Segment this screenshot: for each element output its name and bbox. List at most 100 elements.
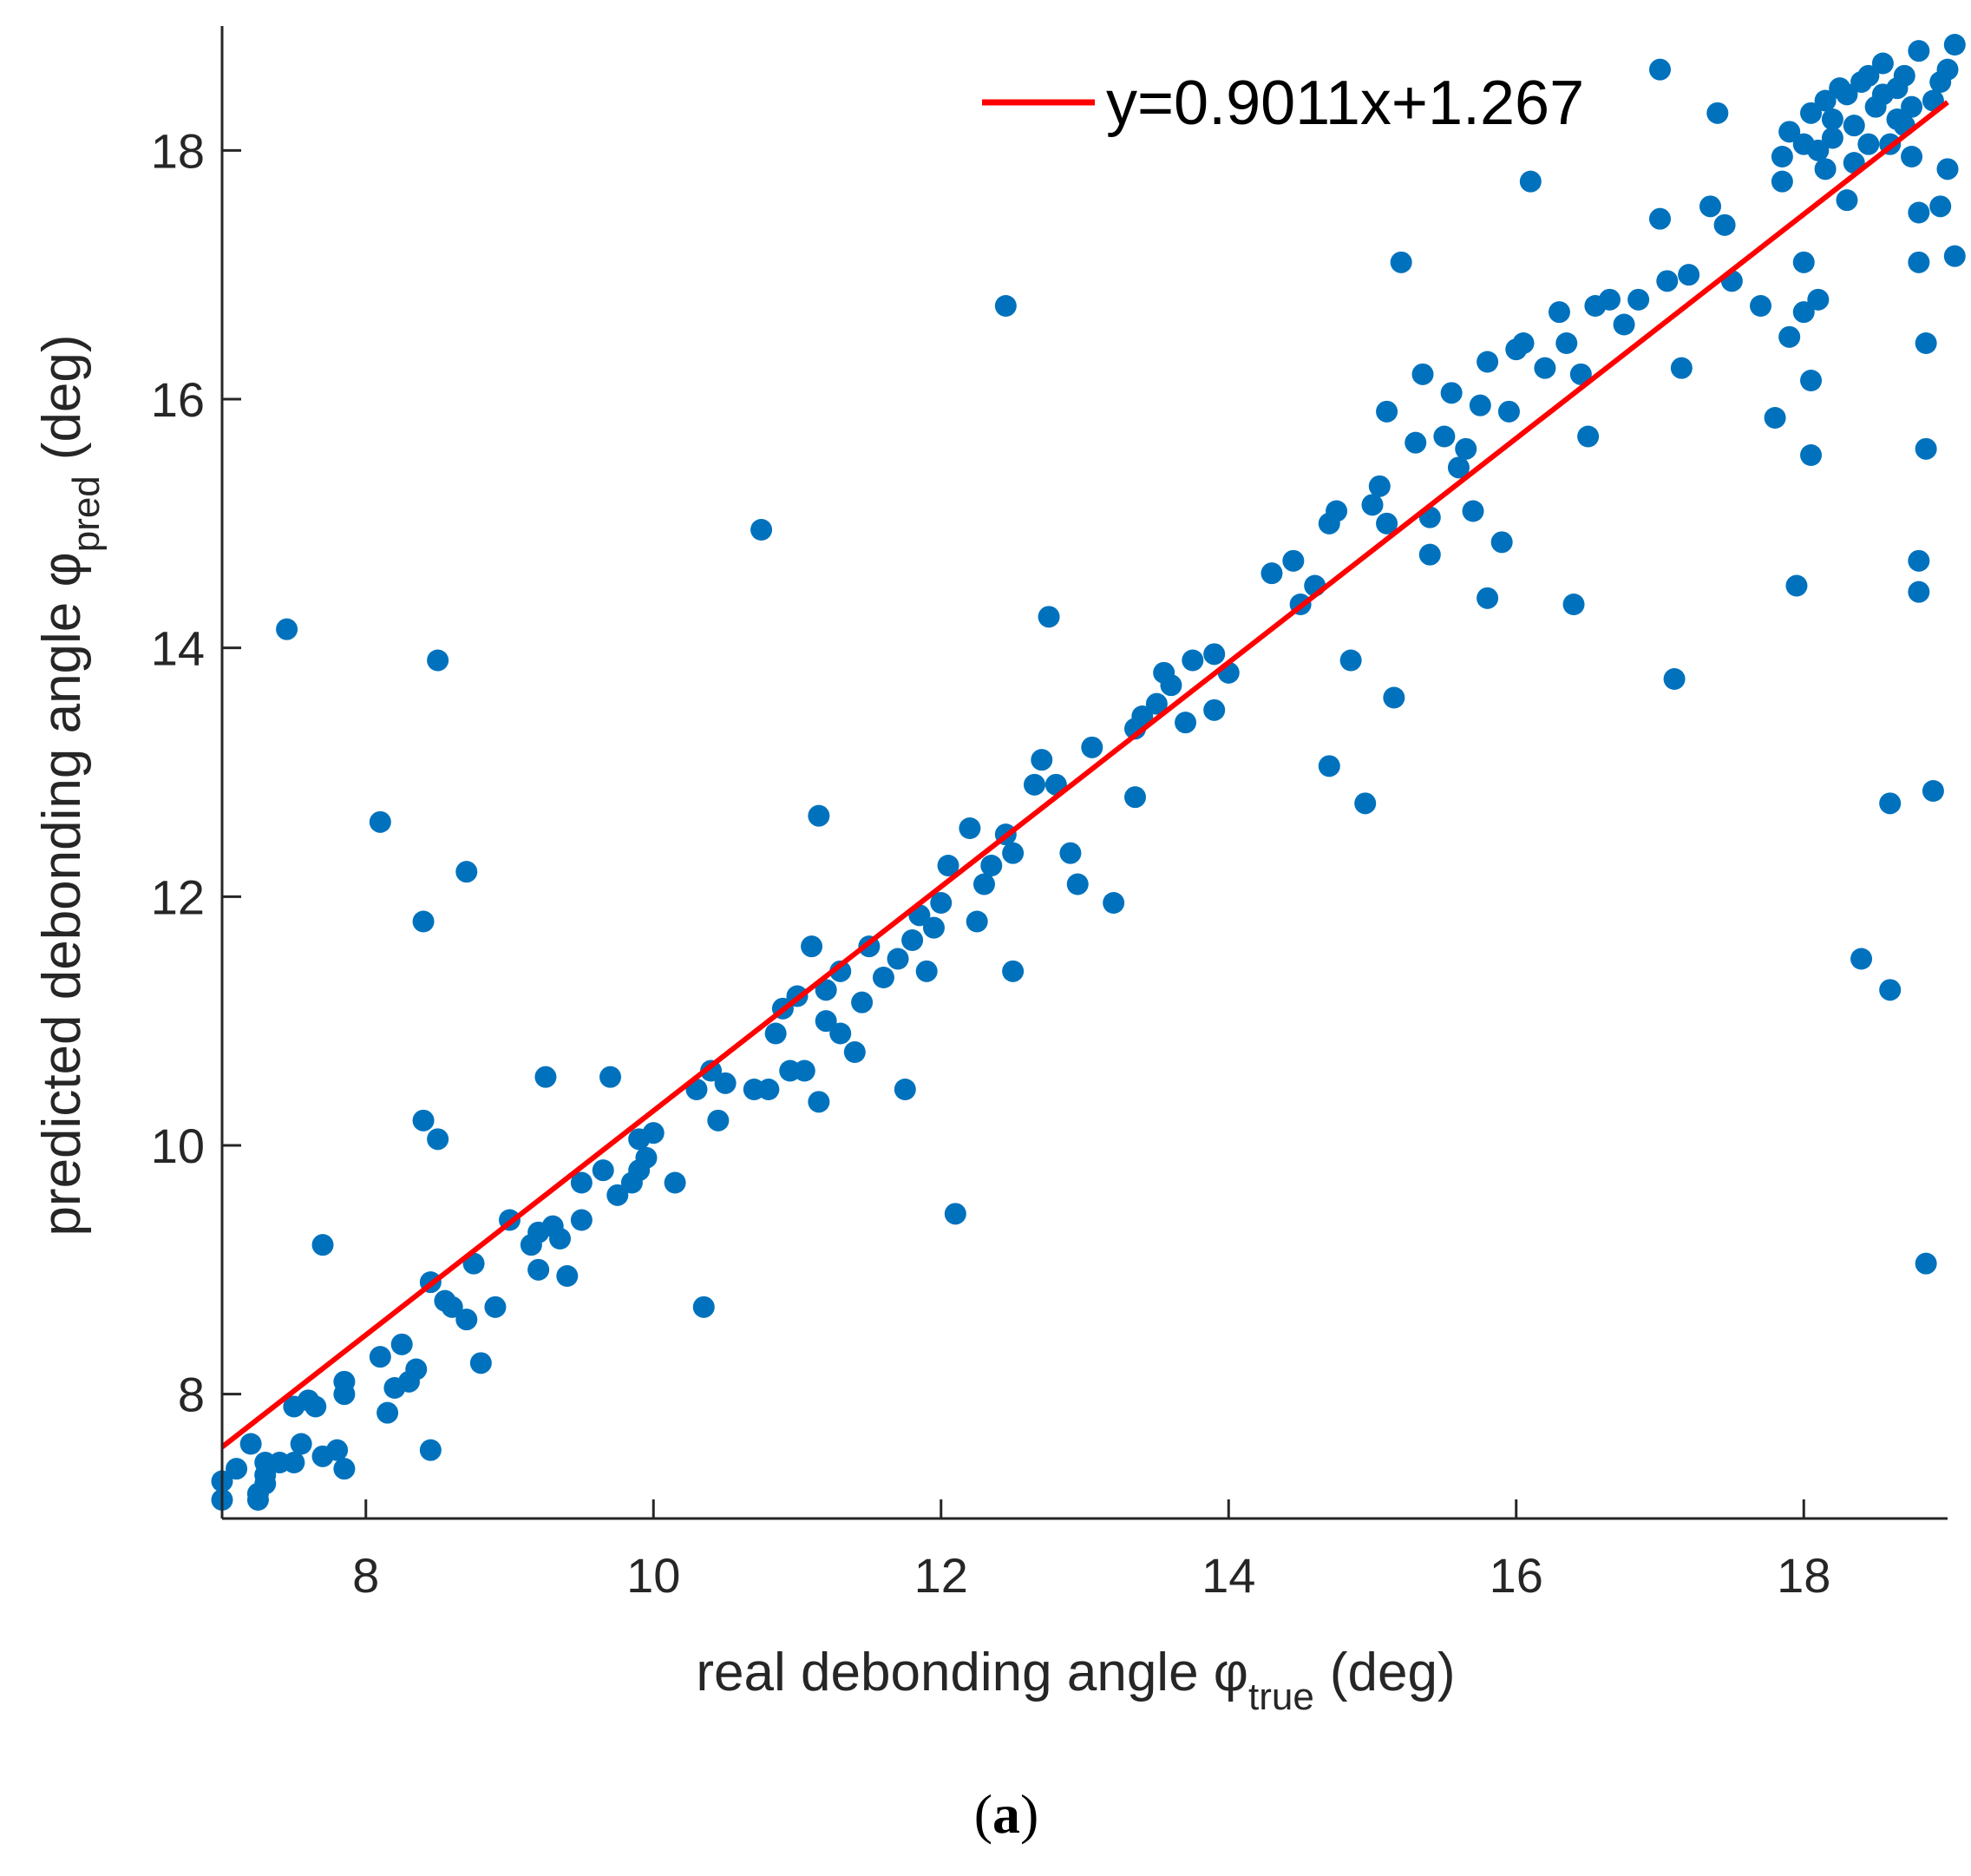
scatter-point <box>1699 195 1722 218</box>
scatter-point <box>1418 543 1441 566</box>
scatter-point <box>226 1458 248 1480</box>
scatter-point <box>1376 400 1398 423</box>
y-tick-label: 14 <box>151 621 205 676</box>
plot-area <box>211 34 1966 1511</box>
scatter-point <box>1598 288 1621 311</box>
y-tick-label: 12 <box>151 869 205 924</box>
scatter-point <box>1447 456 1470 479</box>
y-axis-title-unit: (deg) <box>32 334 92 460</box>
scatter-point <box>1908 40 1930 62</box>
scatter-point <box>1038 606 1060 628</box>
scatter-point <box>290 1433 312 1455</box>
scatter-point <box>326 1439 349 1461</box>
scatter-point <box>276 618 298 640</box>
scatter-point <box>599 1066 622 1088</box>
scatter-point <box>1908 549 1930 572</box>
scatter-point <box>1850 71 1873 93</box>
scatter-point <box>764 1022 787 1045</box>
scatter-point <box>311 1234 334 1256</box>
scatter-point <box>843 1041 866 1063</box>
scatter-point <box>1670 357 1693 379</box>
panel-label-letter: a <box>992 1783 1020 1845</box>
scatter-point <box>1326 500 1348 522</box>
scatter-point <box>369 810 391 833</box>
scatter-point <box>829 1022 852 1045</box>
scatter-point <box>1182 649 1204 672</box>
scatter-point <box>1497 400 1520 423</box>
scatter-point <box>412 1109 435 1132</box>
scatter-point <box>801 935 823 958</box>
scatter-point <box>851 991 874 1013</box>
scatter-point <box>901 929 924 951</box>
scatter-point <box>1901 146 1923 167</box>
scatter-point <box>1175 712 1197 734</box>
x-tick-label: 16 <box>1490 1548 1543 1603</box>
scatter-point <box>1893 64 1915 87</box>
scatter-point <box>1318 755 1340 777</box>
scatter-point <box>1203 643 1226 666</box>
scatter-point <box>664 1171 686 1194</box>
scatter-point <box>1908 251 1930 273</box>
scatter-point <box>1843 115 1865 137</box>
scatter-point <box>1936 158 1959 180</box>
scatter-point <box>1792 301 1815 324</box>
scatter-point <box>427 1128 449 1151</box>
axes: 8 10 12 14 16 18 8 10 12 14 16 18 <box>151 26 1948 1603</box>
scatter-point <box>1649 207 1671 230</box>
scatter-point <box>1886 108 1909 130</box>
scatter-point <box>570 1209 593 1231</box>
scatter-point <box>419 1439 442 1461</box>
scatter-point <box>1792 251 1815 273</box>
scatter-point <box>455 861 478 883</box>
scatter-point <box>1066 873 1089 895</box>
scatter-point <box>944 1203 966 1225</box>
scatter-point <box>1771 170 1793 193</box>
y-tick-label: 16 <box>151 372 205 427</box>
fit-line <box>220 100 1949 1449</box>
scatter-point <box>1376 512 1398 535</box>
scatter-point <box>1656 270 1679 292</box>
scatter-point <box>1361 494 1384 516</box>
scatter-point <box>1771 146 1793 167</box>
scatter-point <box>1814 158 1837 180</box>
scatter-point <box>1879 792 1902 815</box>
scatter-point <box>556 1265 579 1287</box>
scatter-point <box>254 1473 277 1495</box>
scatter-point <box>1002 842 1025 864</box>
scatter-point <box>1778 325 1801 348</box>
scatter-point <box>1440 382 1463 404</box>
legend: y=0.9011x+1.267 <box>982 69 1584 138</box>
scatter-point <box>1836 189 1858 212</box>
scatter-point <box>1901 95 1923 118</box>
scatter-point <box>390 1333 413 1355</box>
scatter-point <box>1857 133 1880 155</box>
scatter-point <box>714 1072 737 1094</box>
scatter-point <box>1548 301 1570 324</box>
scatter-point <box>1836 83 1858 106</box>
scatter-point <box>1922 780 1944 802</box>
scatter-point <box>1663 668 1686 690</box>
scatter-point <box>1879 979 1902 1001</box>
scatter-point <box>887 948 909 970</box>
y-axis-ticks: 8 10 12 14 16 18 <box>151 123 241 1422</box>
scatter-point <box>1081 736 1103 758</box>
scatter-point <box>1477 351 1499 373</box>
scatter-point <box>1339 649 1362 672</box>
scatter-point <box>829 960 852 982</box>
scatter-point <box>793 1059 815 1082</box>
scatter-point <box>1785 574 1808 597</box>
scatter-point <box>1929 71 1952 93</box>
scatter-point <box>1203 699 1226 721</box>
scatter-point <box>1261 562 1283 585</box>
scatter-point <box>369 1346 391 1368</box>
x-axis-ticks: 8 10 12 14 16 18 <box>352 1499 1830 1603</box>
scatter-point <box>527 1258 550 1281</box>
scatter-point <box>1368 475 1391 497</box>
y-axis-title: predicted debonding angle φpred (deg) <box>32 334 108 1236</box>
scatter-point <box>1871 83 1894 106</box>
scatter-point <box>606 1184 629 1206</box>
x-axis-title: real debonding angle φtrue (deg) <box>696 1643 1455 1718</box>
scatter-point <box>894 1079 916 1100</box>
